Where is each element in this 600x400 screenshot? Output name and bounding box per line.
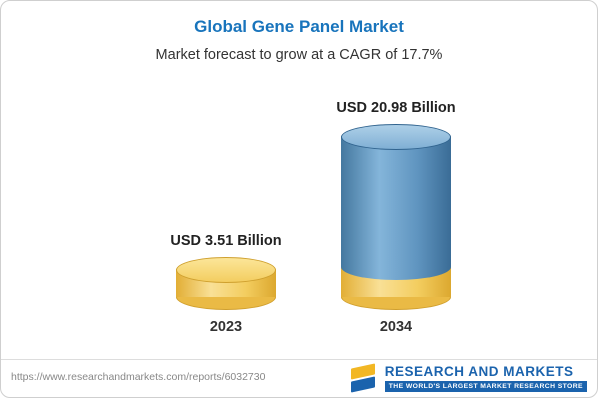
report-url-link[interactable]: https://www.researchandmarkets.com/repor… [11,371,266,383]
footer-divider [1,359,597,360]
bar-2023-cylinder [176,257,276,310]
research-and-markets-logo: RESEARCH AND MARKETS THE WORLD'S LARGEST… [349,363,587,393]
value-label-2023: USD 3.51 Billion [170,233,282,250]
bar-2034-top-ellipse [341,124,451,150]
bar-2023-top-ellipse [176,257,276,284]
bar-2034-cylinder [341,124,451,310]
logo-flag-blue-shape [350,376,375,393]
chart-title: Global Gene Panel Market [194,17,404,36]
logo-flag-icon [349,363,379,393]
bar-2034-body [341,137,451,267]
chart-subtitle: Market forecast to grow at a CAGR of 17.… [155,47,443,63]
x-axis-label-2023: 2023 [209,319,243,335]
value-label-2034: USD 20.98 Billion [336,100,456,116]
logo-tagline: THE WORLD'S LARGEST MARKET RESEARCH STOR… [384,381,587,392]
logo-brand-name: RESEARCH AND MARKETS [384,364,574,379]
logo-text-block: RESEARCH AND MARKETS THE WORLD'S LARGEST… [384,364,587,392]
x-axis-label-2034: 2034 [379,319,413,335]
